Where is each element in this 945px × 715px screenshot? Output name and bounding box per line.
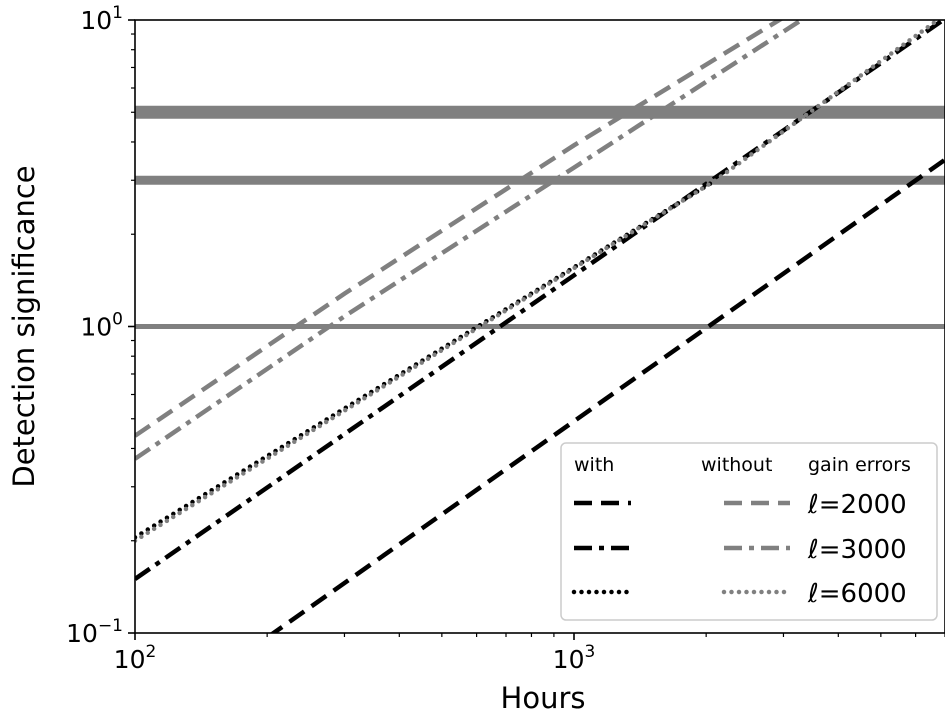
legend-label: ℓ=6000	[807, 579, 907, 609]
reference-lines	[135, 105, 945, 329]
legend-label: ℓ=2000	[807, 490, 907, 520]
x-axis-label: Hours	[501, 681, 586, 715]
legend-col-header: gain errors	[808, 454, 911, 476]
y-axis-label: Detection significance	[7, 165, 41, 487]
x-tick-label: 102	[114, 642, 157, 674]
series-with-l3000	[135, 20, 945, 581]
series-without-l2000	[135, 20, 784, 438]
series-without-l3000	[135, 20, 806, 461]
legend-col-header: without	[701, 454, 772, 476]
legend: with without gain errors ℓ=2000 ℓ=3000 ℓ=6000	[560, 442, 938, 621]
series-with-l2000	[269, 157, 945, 633]
series-without-l6000	[135, 20, 942, 543]
y-tick-label: 10−1	[66, 616, 123, 648]
x-tick-label: 103	[553, 642, 596, 674]
y-tick-label: 101	[80, 3, 123, 35]
legend-box	[560, 442, 938, 621]
series-group	[135, 20, 945, 633]
legend-label: ℓ=3000	[807, 535, 907, 565]
axes: 102 103 10−1 100 101 Hours Detection significa…	[7, 3, 945, 715]
y-tick-label: 100	[80, 310, 123, 342]
legend-col-header: with	[574, 454, 614, 476]
